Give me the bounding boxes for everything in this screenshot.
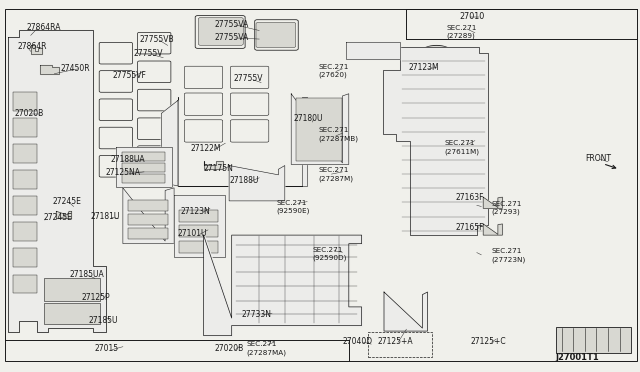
Text: 27123N: 27123N xyxy=(180,207,210,216)
Text: 27020B: 27020B xyxy=(14,109,44,118)
Polygon shape xyxy=(40,65,59,74)
Polygon shape xyxy=(161,100,178,186)
Circle shape xyxy=(417,45,456,68)
Text: SEC.271: SEC.271 xyxy=(492,201,522,207)
Polygon shape xyxy=(204,161,223,169)
Bar xyxy=(13,118,37,137)
Text: 27163F: 27163F xyxy=(456,193,484,202)
Bar xyxy=(13,170,37,189)
FancyBboxPatch shape xyxy=(256,22,296,48)
Text: (27287M): (27287M) xyxy=(319,175,354,182)
Text: SEC.271: SEC.271 xyxy=(319,64,349,70)
Polygon shape xyxy=(123,188,174,244)
Bar xyxy=(179,241,218,253)
Text: 27245E: 27245E xyxy=(52,197,81,206)
Text: 27864RA: 27864RA xyxy=(27,23,61,32)
Polygon shape xyxy=(8,30,106,332)
Bar xyxy=(122,152,165,161)
Bar xyxy=(13,222,37,241)
Text: 27755VF: 27755VF xyxy=(113,71,147,80)
Polygon shape xyxy=(229,166,285,201)
Text: 27185UA: 27185UA xyxy=(69,270,104,279)
Bar xyxy=(179,225,218,237)
Polygon shape xyxy=(291,94,349,164)
Text: 27181U: 27181U xyxy=(91,212,120,221)
Bar xyxy=(556,327,631,353)
Bar xyxy=(128,214,168,225)
Text: (27723N): (27723N) xyxy=(492,256,526,263)
Text: 27864R: 27864R xyxy=(18,42,47,51)
Text: SEC.271: SEC.271 xyxy=(319,127,349,133)
Text: 27040D: 27040D xyxy=(342,337,372,346)
Bar xyxy=(13,92,37,111)
Text: 27125+C: 27125+C xyxy=(470,337,506,346)
Bar xyxy=(122,174,165,183)
Text: 27755VB: 27755VB xyxy=(140,35,174,44)
Polygon shape xyxy=(116,147,172,187)
Text: 27755VA: 27755VA xyxy=(214,20,249,29)
Bar xyxy=(44,303,100,324)
Text: 27755V: 27755V xyxy=(234,74,263,83)
Text: 27755VA: 27755VA xyxy=(214,33,249,42)
Text: FRONT: FRONT xyxy=(586,154,612,163)
Text: (27293): (27293) xyxy=(492,209,520,215)
Bar xyxy=(128,200,168,211)
FancyBboxPatch shape xyxy=(198,17,243,45)
Text: J27001T1: J27001T1 xyxy=(556,353,599,362)
Text: 27125P: 27125P xyxy=(82,293,111,302)
Polygon shape xyxy=(346,42,400,59)
Text: SEC.271: SEC.271 xyxy=(492,248,522,254)
Bar xyxy=(13,248,37,267)
Bar xyxy=(128,228,168,239)
Polygon shape xyxy=(204,235,362,336)
Text: 27020B: 27020B xyxy=(214,344,244,353)
Text: (92590E): (92590E) xyxy=(276,208,310,214)
Polygon shape xyxy=(31,45,42,54)
Text: 27733N: 27733N xyxy=(242,310,272,319)
Text: SEC.271: SEC.271 xyxy=(276,200,307,206)
Text: 27180U: 27180U xyxy=(293,114,323,123)
Text: 27101U: 27101U xyxy=(178,229,207,238)
Text: 27125+A: 27125+A xyxy=(378,337,413,346)
Polygon shape xyxy=(178,97,307,186)
Text: 27450R: 27450R xyxy=(61,64,90,73)
Polygon shape xyxy=(383,46,488,235)
Bar xyxy=(13,196,37,215)
Polygon shape xyxy=(384,292,428,331)
Text: 27188UA: 27188UA xyxy=(110,155,145,164)
Text: 27123M: 27123M xyxy=(408,63,439,72)
Text: (27620): (27620) xyxy=(319,72,348,78)
Bar xyxy=(122,163,165,172)
Text: SEC.271: SEC.271 xyxy=(312,247,342,253)
Text: (27289): (27289) xyxy=(447,33,476,39)
Text: SEC.271: SEC.271 xyxy=(319,167,349,173)
Text: 27188U: 27188U xyxy=(229,176,259,185)
Text: 27122M: 27122M xyxy=(191,144,221,153)
Text: SEC.271: SEC.271 xyxy=(246,341,276,347)
Polygon shape xyxy=(483,224,502,235)
Bar xyxy=(368,332,432,357)
Text: SEC.271: SEC.271 xyxy=(447,25,477,31)
Text: 27245E: 27245E xyxy=(44,213,72,222)
Text: (27287MA): (27287MA) xyxy=(246,349,287,356)
Text: (92590D): (92590D) xyxy=(312,255,347,262)
Bar xyxy=(13,275,37,293)
Text: 27125NA: 27125NA xyxy=(106,169,141,177)
Text: SEC.271: SEC.271 xyxy=(445,140,475,146)
Bar xyxy=(296,98,342,161)
Text: 27755V: 27755V xyxy=(133,49,163,58)
Bar xyxy=(179,210,218,222)
Polygon shape xyxy=(56,211,72,219)
Bar xyxy=(13,144,37,163)
Text: 27185U: 27185U xyxy=(88,316,118,325)
Bar xyxy=(44,278,100,301)
Text: (27287MB): (27287MB) xyxy=(319,135,359,142)
Text: 27015: 27015 xyxy=(95,344,119,353)
Polygon shape xyxy=(483,197,502,208)
Text: 27175N: 27175N xyxy=(204,164,234,173)
Text: (27611M): (27611M) xyxy=(445,148,480,155)
Text: 27165F: 27165F xyxy=(456,223,484,232)
Text: 27010: 27010 xyxy=(460,12,484,21)
Polygon shape xyxy=(174,195,225,257)
